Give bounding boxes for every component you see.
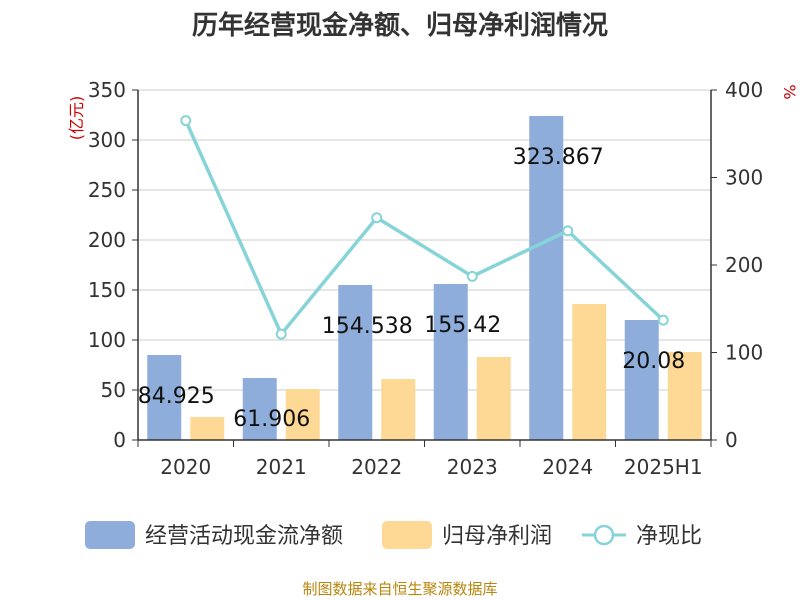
ratio-point-2021 bbox=[275, 328, 287, 340]
bar-cashflow-2025H1 bbox=[624, 320, 659, 440]
left-tick-label-5: 250 bbox=[88, 178, 126, 202]
data-label-2025H1: 20.08 bbox=[622, 349, 685, 374]
right-tick-label-1: 100 bbox=[725, 341, 763, 365]
legend-swatch-0 bbox=[85, 521, 135, 549]
data-label-2023: 155.42 bbox=[424, 313, 501, 338]
bar-cashflow-2024 bbox=[529, 116, 564, 440]
right-tick-label-4: 400 bbox=[725, 78, 763, 102]
x-tick-label-3: 2023 bbox=[447, 455, 498, 479]
legend: 经营活动现金流净额 归母净利润 净现比 bbox=[85, 521, 702, 549]
data-label-2024: 323.867 bbox=[513, 145, 604, 170]
source-note: 制图数据来自恒生聚源数据库 bbox=[302, 580, 497, 598]
bar-cashflow-2023 bbox=[433, 284, 468, 440]
right-tick-label-2: 200 bbox=[725, 253, 763, 277]
ratio-point-2023 bbox=[466, 270, 478, 282]
x-tick-label-0: 2020 bbox=[160, 455, 211, 479]
data-label-2021: 61.906 bbox=[233, 407, 310, 432]
bar-profit-2020 bbox=[190, 417, 225, 440]
legend-marker bbox=[593, 524, 615, 546]
legend-label-0: 经营活动现金流净额 bbox=[145, 524, 343, 549]
data-label-2022: 154.538 bbox=[322, 314, 413, 339]
bar-cashflow-2022 bbox=[338, 285, 373, 440]
left-tick-label-2: 100 bbox=[88, 328, 126, 352]
legend-swatch-1 bbox=[382, 521, 432, 549]
grid-lines bbox=[138, 89, 711, 391]
chart-title: 历年经营现金净额、归母净利润情况 bbox=[192, 10, 608, 41]
ratio-point-2020 bbox=[180, 115, 192, 127]
left-tick-label-1: 50 bbox=[101, 378, 126, 402]
ratio-point-2025H1 bbox=[657, 314, 669, 326]
bar-profit-2024 bbox=[572, 304, 607, 440]
x-tick-label-5: 2025H1 bbox=[624, 455, 703, 479]
left-tick-label-7: 350 bbox=[88, 78, 126, 102]
bars bbox=[147, 116, 702, 440]
bar-profit-2025H1 bbox=[667, 352, 702, 440]
ratio-line-path bbox=[184, 119, 665, 338]
x-tick-label-1: 2021 bbox=[256, 455, 307, 479]
data-labels: 84.925 61.906 154.538 155.42 323.867 20.08 bbox=[138, 145, 685, 432]
bar-profit-2023 bbox=[476, 357, 511, 440]
legend-label-1: 归母净利润 bbox=[442, 524, 552, 549]
ratio-point-2022 bbox=[371, 212, 383, 224]
right-tick-label-0: 0 bbox=[725, 428, 738, 452]
left-axis-unit: (亿元) bbox=[67, 96, 86, 141]
right-tick-label-3: 300 bbox=[725, 166, 763, 190]
bar-profit-2022 bbox=[381, 379, 416, 440]
right-axis-unit: % bbox=[780, 84, 799, 99]
left-tick-label-3: 150 bbox=[88, 278, 126, 302]
left-tick-label-0: 0 bbox=[113, 428, 126, 452]
data-label-2020: 84.925 bbox=[138, 384, 215, 409]
left-tick-label-4: 200 bbox=[88, 228, 126, 252]
x-tick-label-4: 2024 bbox=[542, 455, 593, 479]
x-tick-label-2: 2022 bbox=[351, 455, 402, 479]
bar-cashflow-2020 bbox=[147, 355, 182, 440]
ratio-line bbox=[180, 115, 669, 340]
axes: 0 50 100 150 200 250 300 350 0 100 200 300 400 2020 20… bbox=[88, 78, 763, 479]
bar-profit-2021 bbox=[285, 389, 320, 440]
ratio-point-2024 bbox=[562, 225, 574, 237]
left-tick-label-6: 300 bbox=[88, 128, 126, 152]
legend-label-2: 净现比 bbox=[636, 524, 702, 549]
bar-cashflow-2021 bbox=[242, 378, 277, 440]
